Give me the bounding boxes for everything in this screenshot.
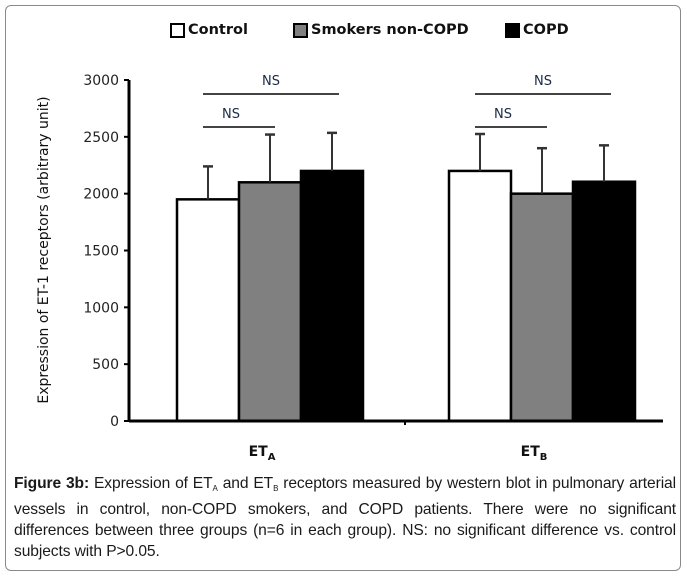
legend-swatch-smokers <box>293 22 308 38</box>
figure-frame <box>5 5 681 571</box>
legend-swatch-control <box>170 22 185 38</box>
legend-item-smokers: Smokers non-COPD <box>293 22 469 38</box>
y-tick-label: 2000 <box>83 187 119 203</box>
caption-sub-1: A <box>212 484 218 493</box>
y-tick-label: 1000 <box>83 300 119 316</box>
bar-control-etb <box>447 169 513 423</box>
y-tick-label: 3000 <box>83 73 119 89</box>
caption-label: Figure 3b: <box>14 475 90 492</box>
legend-item-control: Control <box>170 22 248 38</box>
figure-caption: Figure 3b: Expression of ETA and ETB rec… <box>14 473 676 562</box>
bar-smokers-non-copd-eta <box>237 181 303 423</box>
bar-chart: Expression of ET-1 receptors (arbitrary … <box>36 73 663 463</box>
legend-label-control: Control <box>188 22 248 38</box>
caption-text-3: receptors measured by western blot in pu… <box>14 475 676 560</box>
y-tick-label: 2500 <box>83 130 119 146</box>
y-tick-label: 500 <box>92 357 119 373</box>
y-tick-label: 0 <box>110 414 119 430</box>
caption-text-2: and ET <box>217 475 274 492</box>
y-tick-label: 1500 <box>83 244 119 260</box>
bar-smokers-non-copd-etb <box>509 192 575 423</box>
bar-control-eta <box>175 198 241 423</box>
caption-text-1: Expression of ET <box>89 475 213 492</box>
bar-copd-eta <box>299 169 365 423</box>
significance-label: NS <box>534 74 552 89</box>
x-category-label: ETA <box>249 444 276 463</box>
bar-copd-etb <box>571 180 637 423</box>
significance-label: NS <box>222 107 240 122</box>
legend-item-copd: COPD <box>505 22 569 38</box>
x-category-subscript: B <box>540 452 548 463</box>
legend-label-smokers: Smokers non-COPD <box>311 22 469 38</box>
legend-label-copd: COPD <box>523 22 569 38</box>
legend-swatch-copd <box>505 22 520 38</box>
caption-sub-2: B <box>273 484 279 493</box>
x-category-label: ETB <box>521 444 548 463</box>
significance-label: NS <box>262 74 280 89</box>
legend: Control Smokers non-COPD COPD <box>0 22 687 46</box>
x-category-subscript: A <box>268 452 276 463</box>
significance-label: NS <box>494 107 512 122</box>
y-axis-label: Expression of ET-1 receptors (arbitrary … <box>36 96 52 403</box>
